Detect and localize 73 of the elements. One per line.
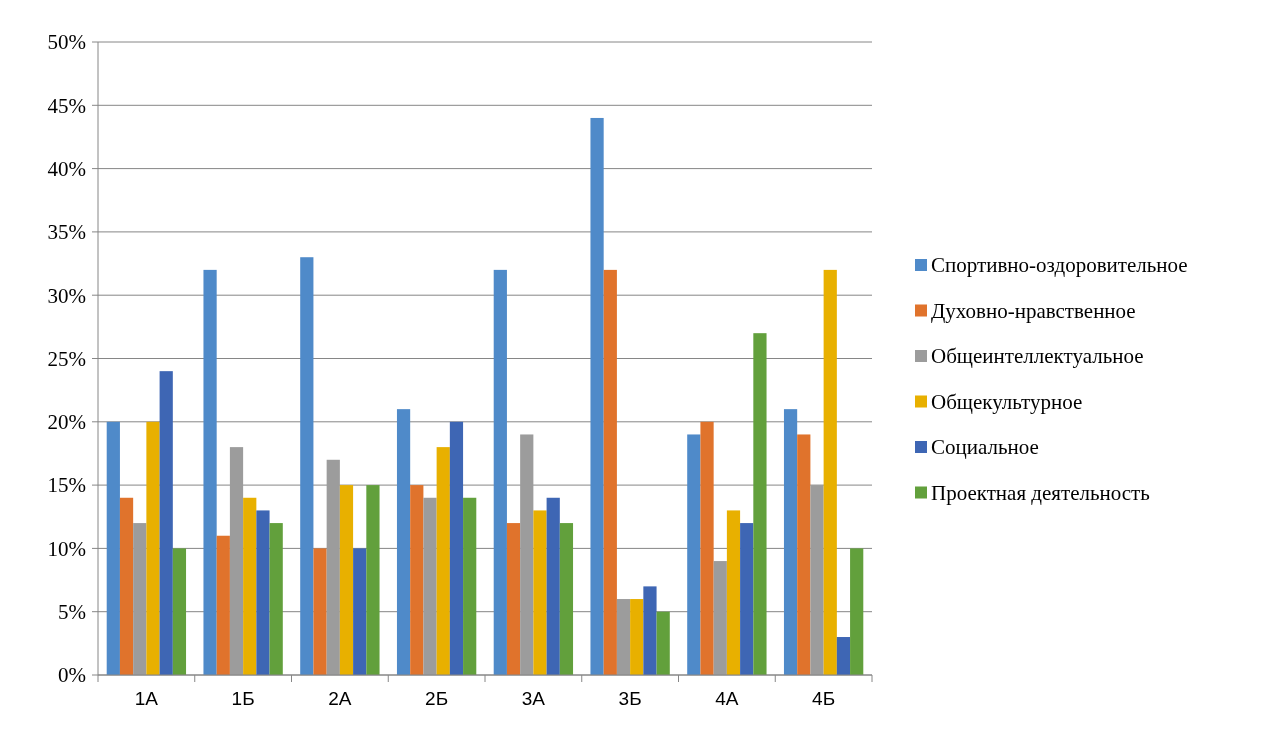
y-tick-label: 15% bbox=[47, 473, 86, 498]
bar bbox=[546, 497, 560, 675]
y-tick-label: 45% bbox=[47, 93, 86, 118]
bar bbox=[353, 548, 367, 675]
bar bbox=[229, 447, 244, 675]
legend-label: Проектная деятельность bbox=[931, 480, 1150, 505]
bar bbox=[172, 548, 187, 675]
bar bbox=[836, 637, 851, 675]
bar bbox=[119, 497, 134, 675]
x-tick-label: 2Б bbox=[425, 688, 449, 709]
bar bbox=[713, 561, 727, 675]
bar bbox=[810, 485, 824, 675]
bar bbox=[783, 409, 798, 675]
y-tick-label: 50% bbox=[47, 30, 86, 55]
bar bbox=[687, 434, 701, 675]
x-tick-label: 3А bbox=[521, 688, 546, 709]
x-tick-label: 1А bbox=[134, 688, 159, 709]
bar bbox=[740, 523, 754, 675]
bar bbox=[133, 523, 147, 675]
bar bbox=[449, 421, 464, 675]
bar bbox=[493, 269, 507, 675]
legend-label: Духовно-нравственное bbox=[931, 298, 1136, 323]
bar bbox=[313, 548, 327, 675]
bar bbox=[256, 510, 270, 675]
legend-label: Социальное bbox=[931, 435, 1039, 460]
y-tick-label: 0% bbox=[58, 663, 86, 688]
y-tick-label: 35% bbox=[47, 220, 86, 245]
legend-label: Общеинтеллектуальное bbox=[931, 344, 1144, 369]
y-tick-label: 20% bbox=[47, 410, 86, 435]
x-tick-label: 3Б bbox=[618, 688, 642, 709]
bar bbox=[643, 586, 657, 675]
bar bbox=[300, 257, 314, 675]
bar bbox=[700, 421, 714, 675]
x-tick-label: 1Б bbox=[231, 688, 255, 709]
bar bbox=[326, 459, 340, 675]
bar bbox=[797, 434, 811, 675]
y-tick-label: 10% bbox=[47, 536, 86, 561]
bar bbox=[410, 485, 424, 675]
y-tick-label: 30% bbox=[47, 283, 86, 308]
bar bbox=[656, 611, 670, 675]
bar bbox=[216, 535, 230, 675]
bar bbox=[423, 497, 437, 675]
bar bbox=[463, 497, 477, 675]
bar bbox=[726, 510, 741, 675]
bar bbox=[520, 434, 534, 675]
bar bbox=[366, 485, 380, 675]
bar bbox=[559, 523, 574, 675]
bar bbox=[339, 485, 354, 675]
bar bbox=[533, 510, 547, 675]
bar bbox=[159, 371, 173, 675]
bar bbox=[203, 269, 217, 675]
bar bbox=[850, 548, 864, 675]
bar bbox=[823, 269, 837, 675]
bar bbox=[590, 117, 604, 675]
y-tick-label: 40% bbox=[47, 156, 86, 181]
legend-label: Общекультурное bbox=[931, 389, 1083, 414]
y-tick-label: 25% bbox=[47, 346, 86, 371]
bar bbox=[753, 333, 767, 675]
y-tick-label: 5% bbox=[58, 600, 86, 625]
bar bbox=[106, 421, 120, 675]
bar bbox=[269, 523, 283, 675]
bar bbox=[603, 269, 617, 675]
bar bbox=[616, 599, 631, 675]
legend-label: Спортивно-оздоровительное bbox=[931, 253, 1188, 278]
x-tick-label: 4А bbox=[715, 688, 739, 709]
bar bbox=[146, 421, 160, 675]
bar bbox=[396, 409, 411, 675]
x-tick-label: 4Б bbox=[812, 688, 836, 709]
bar bbox=[243, 497, 257, 675]
bar bbox=[630, 599, 644, 675]
x-tick-label: 2А bbox=[328, 688, 352, 709]
bar bbox=[506, 523, 521, 675]
bar bbox=[436, 447, 450, 675]
